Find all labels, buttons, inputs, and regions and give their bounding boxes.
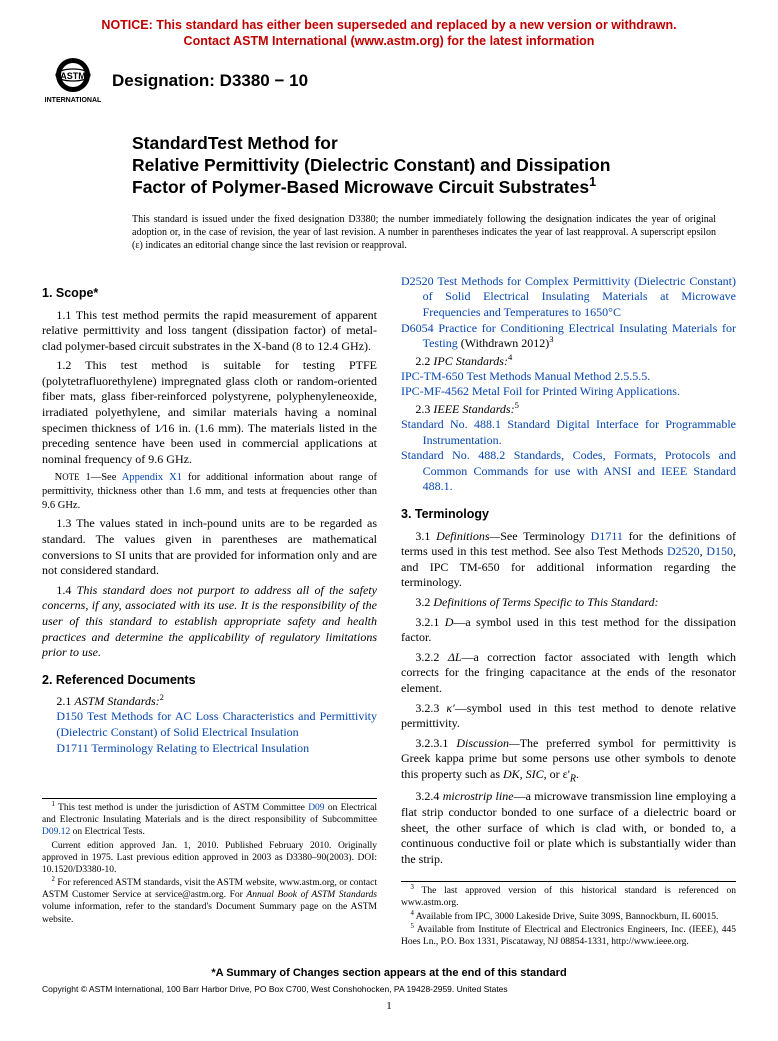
link-d150b[interactable]: D150 xyxy=(706,544,733,558)
link-ieee-4882[interactable]: Standard No. 488.2 xyxy=(401,448,505,462)
link-d150[interactable]: D150 xyxy=(56,709,83,723)
footnote-2: 2 For referenced ASTM standards, visit t… xyxy=(42,877,377,926)
ref-d6054: D6054 Practice for Conditioning Electric… xyxy=(401,321,736,352)
title-line3: Factor of Polymer-Based Microwave Circui… xyxy=(132,177,589,197)
para-1-3: 1.3 The values stated in inch-pound unit… xyxy=(42,516,377,578)
astm-logo: ASTM INTERNATIONAL xyxy=(42,55,104,105)
title-line2: Relative Permittivity (Dielectric Consta… xyxy=(132,155,610,175)
right-column: D2520 Test Methods for Complex Permittiv… xyxy=(401,274,736,949)
footnote-3: 3 The last approved version of this hist… xyxy=(401,885,736,909)
link-ieee-4881[interactable]: Standard No. 488.1 xyxy=(401,417,501,431)
terminology-heading: 3. Terminology xyxy=(401,507,736,523)
title-line1: StandardTest Method for xyxy=(132,133,338,153)
title-block: StandardTest Method for Relative Permitt… xyxy=(132,133,716,252)
ref-d150: D150 Test Methods for AC Loss Characteri… xyxy=(56,709,377,740)
astm-standards-head: 2.1 ASTM Standards:2 xyxy=(42,694,377,709)
para-3-2-3-1: 3.2.3.1 Discussion—The preferred symbol … xyxy=(401,736,736,786)
standard-title: StandardTest Method for Relative Permitt… xyxy=(132,133,716,199)
link-d1711b[interactable]: D1711 xyxy=(591,529,623,543)
ref-ipc-tm-650: IPC-TM-650 Test Methods Manual Method 2.… xyxy=(401,369,736,385)
para-3-2-4: 3.2.4 microstrip line—a microwave transm… xyxy=(401,789,736,867)
svg-text:ASTM: ASTM xyxy=(60,71,86,81)
scope-heading: 1. Scope* xyxy=(42,286,377,302)
footnote-4: 4 Available from IPC, 3000 Lakeside Driv… xyxy=(401,911,736,923)
para-1-2: 1.2 This test method is suitable for tes… xyxy=(42,358,377,467)
ref-d1711: D1711 Terminology Relating to Electrical… xyxy=(56,741,377,757)
link-d2520[interactable]: D2520 xyxy=(401,274,434,288)
notice-banner: NOTICE: This standard has either been su… xyxy=(42,18,736,49)
link-ipc-tm-650[interactable]: IPC-TM-650 xyxy=(401,369,464,383)
right-footnotes: 3 The last approved version of this hist… xyxy=(401,881,736,948)
link-ipc-mf-4562[interactable]: IPC-MF-4562 xyxy=(401,384,469,398)
footnote-1-cont: Current edition approved Jan. 1, 2010. P… xyxy=(42,840,377,876)
issuance-note: This standard is issued under the fixed … xyxy=(132,213,716,252)
two-column-body: 1. Scope* 1.1 This test method permits t… xyxy=(42,274,736,949)
para-1-1: 1.1 This test method permits the rapid m… xyxy=(42,308,377,355)
link-d2520b[interactable]: D2520 xyxy=(667,544,700,558)
ieee-standards-head: 2.3 IEEE Standards:5 xyxy=(401,402,736,417)
left-column: 1. Scope* 1.1 This test method permits t… xyxy=(42,274,377,949)
para-3-2-3: 3.2.3 κ′—symbol used in this test method… xyxy=(401,701,736,732)
ref-d2520: D2520 Test Methods for Complex Permittiv… xyxy=(401,274,736,321)
ref-ieee-4882: Standard No. 488.2 Standards, Codes, For… xyxy=(401,448,736,495)
footnote-5: 5 Available from Institute of Electrical… xyxy=(401,924,736,948)
header-row: ASTM INTERNATIONAL Designation: D3380 − … xyxy=(42,55,736,105)
link-d0912[interactable]: D09.12 xyxy=(42,827,70,837)
para-3-1: 3.1 Definitions—See Terminology D1711 fo… xyxy=(401,529,736,591)
para-1-4: 1.4 This standard does not purport to ad… xyxy=(42,583,377,661)
summary-of-changes: *A Summary of Changes section appears at… xyxy=(42,967,736,981)
link-appendix-x1[interactable]: Appendix X1 xyxy=(122,472,182,483)
ipc-standards-head: 2.2 IPC Standards:4 xyxy=(401,354,736,369)
link-d1711[interactable]: D1711 xyxy=(56,741,88,755)
notice-line1: NOTICE: This standard has either been su… xyxy=(101,18,676,32)
ref-ieee-4881: Standard No. 488.1 Standard Digital Inte… xyxy=(401,417,736,448)
copyright-line: Copyright © ASTM International, 100 Barr… xyxy=(42,984,736,995)
para-3-2-2: 3.2.2 ΔL—a correction factor associated … xyxy=(401,650,736,697)
title-sup: 1 xyxy=(589,175,596,189)
page-number: 1 xyxy=(42,1000,736,1014)
ref-ipc-mf-4562: IPC-MF-4562 Metal Foil for Printed Wirin… xyxy=(401,384,736,400)
para-3-2: 3.2 Definitions of Terms Specific to Thi… xyxy=(401,595,736,611)
footnote-1: 1 This test method is under the jurisdic… xyxy=(42,802,377,838)
link-d09[interactable]: D09 xyxy=(308,803,324,813)
para-3-2-1: 3.2.1 D—a symbol used in this test metho… xyxy=(401,615,736,646)
left-footnotes: 1 This test method is under the jurisdic… xyxy=(42,798,377,926)
link-d6054[interactable]: D6054 xyxy=(401,321,434,335)
notice-line2: Contact ASTM International (www.astm.org… xyxy=(184,34,595,48)
designation-label: Designation: D3380 − 10 xyxy=(112,70,308,91)
note-1: NOTE 1—See Appendix X1 for additional in… xyxy=(42,471,377,512)
svg-text:INTERNATIONAL: INTERNATIONAL xyxy=(45,97,102,104)
refs-heading: 2. Referenced Documents xyxy=(42,673,377,689)
